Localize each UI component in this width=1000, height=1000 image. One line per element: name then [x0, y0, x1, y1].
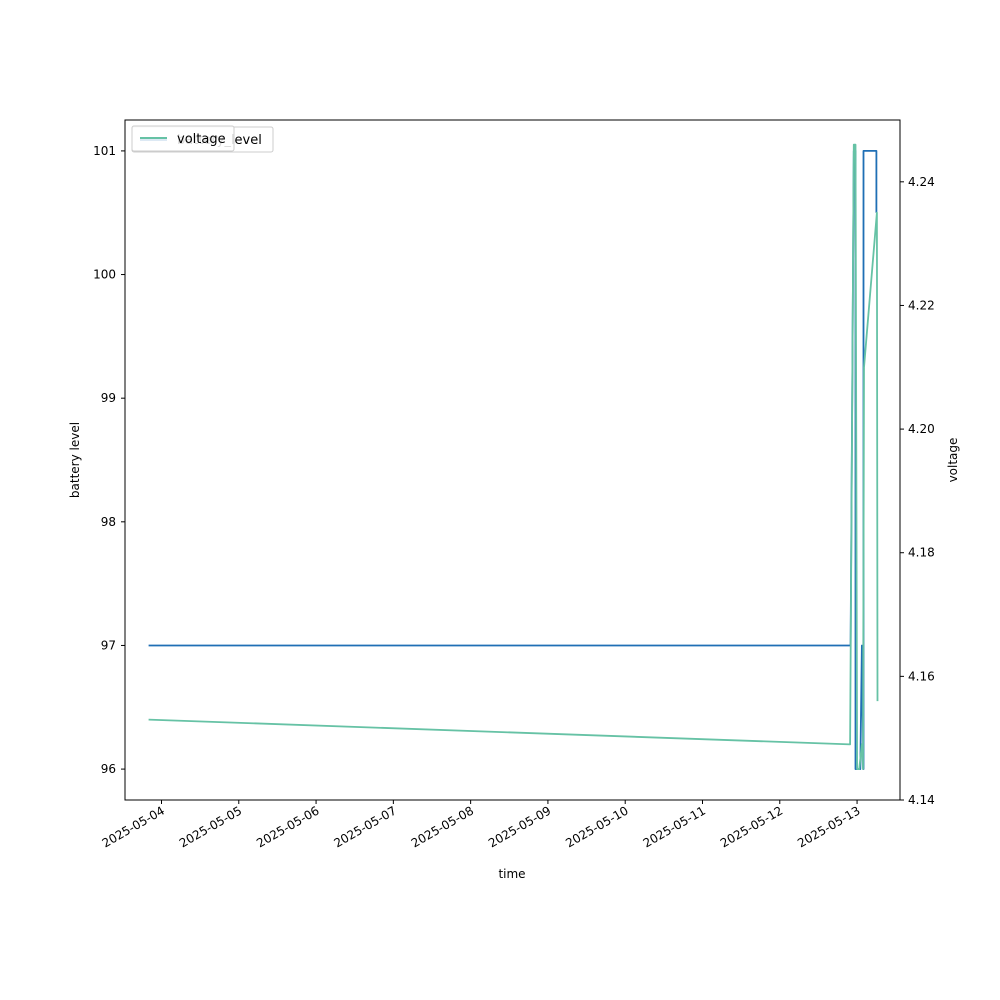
plot-frame — [124, 119, 901, 801]
y-axis-ticks: 96 97 98 99 100 101 — [93, 144, 125, 776]
y2-tick-label: 4.24 — [908, 175, 935, 189]
y2-tick-label: 4.22 — [908, 298, 935, 312]
y2-tick-label: 4.20 — [908, 422, 935, 436]
y-tick-label: 97 — [101, 638, 116, 652]
y2-tick-label: 4.16 — [908, 669, 935, 683]
legend-voltage: voltage — [131, 125, 235, 152]
y-tick-label: 96 — [101, 762, 116, 776]
y-tick-label: 99 — [101, 391, 116, 405]
y2-axis-ticks: 4.14 4.16 4.18 4.20 4.22 4.24 — [900, 175, 935, 807]
x-axis-label: time — [498, 867, 525, 881]
y-axis-label: battery level — [68, 422, 82, 498]
plot-area — [125, 120, 900, 800]
series-layer — [148, 143, 879, 770]
series-line-voltage — [148, 143, 879, 770]
y2-tick-label: 4.14 — [908, 793, 935, 807]
y2-tick-label: 4.18 — [908, 546, 935, 560]
legend-voltage-label: voltage — [177, 132, 226, 147]
y-tick-label: 101 — [93, 144, 116, 158]
y2-axis-label: voltage — [946, 438, 960, 483]
y-tick-label: 100 — [93, 268, 116, 282]
y-tick-label: 98 — [101, 515, 116, 529]
legend-voltage-box — [131, 125, 235, 152]
